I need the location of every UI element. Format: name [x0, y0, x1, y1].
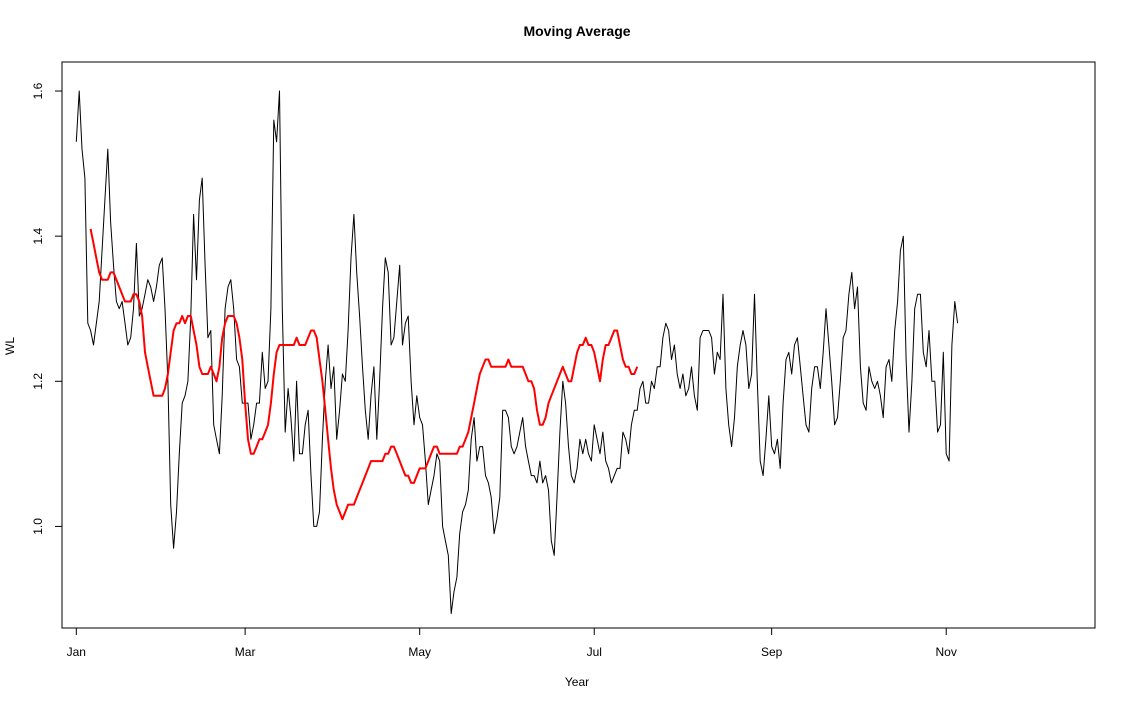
y-tick-label: 1.2: [31, 373, 45, 390]
x-tick-label: Mar: [235, 645, 256, 659]
series-line-raw: [75, 90, 959, 614]
y-axis: 1.0 1.2 1.4 1.6: [31, 82, 62, 535]
y-axis-label: WL: [3, 337, 17, 355]
y-tick-label: 1.4: [31, 227, 45, 244]
x-axis: Jan Mar May Jul Sep Nov: [67, 628, 957, 659]
y-tick-label: 1.0: [31, 518, 45, 535]
x-axis-label: Year: [565, 675, 589, 689]
series-line-moving-average: [89, 228, 639, 521]
x-tick-label: Nov: [936, 645, 957, 659]
x-tick-label: Jan: [67, 645, 86, 659]
series-layer: [75, 90, 959, 614]
x-tick-label: Jul: [587, 645, 602, 659]
x-tick-label: May: [408, 645, 431, 659]
y-tick-label: 1.6: [31, 82, 45, 99]
x-tick-label: Sep: [761, 645, 783, 659]
chart-title: Moving Average: [523, 23, 630, 39]
plot-frame: [61, 61, 1096, 629]
